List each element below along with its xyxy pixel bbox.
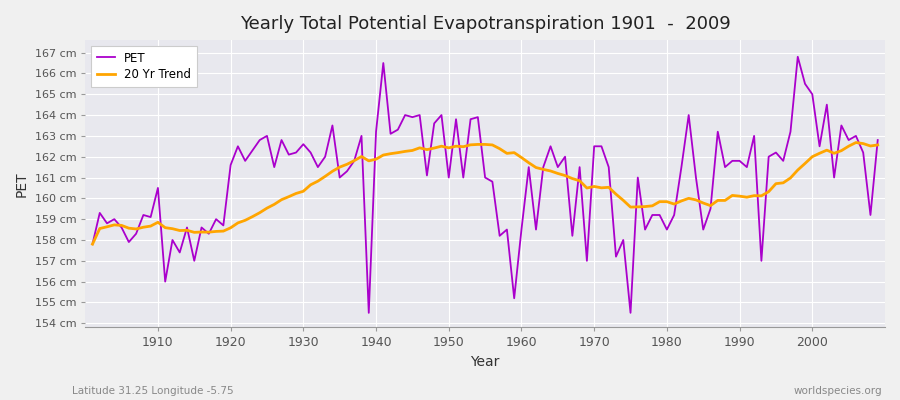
PET: [305, 150, 316, 155]
20 Yr Trend: [603, 185, 614, 190]
20 Yr Trend: [508, 150, 519, 155]
PET: [87, 242, 98, 246]
20 Yr Trend: [305, 182, 316, 187]
Title: Yearly Total Potential Evapotranspiration 1901  -  2009: Yearly Total Potential Evapotranspiratio…: [239, 15, 731, 33]
PET: [516, 227, 526, 232]
20 Yr Trend: [145, 224, 156, 228]
PET: [523, 165, 534, 170]
Text: Latitude 31.25 Longitude -5.75: Latitude 31.25 Longitude -5.75: [72, 386, 234, 396]
20 Yr Trend: [850, 140, 861, 145]
Line: PET: PET: [93, 57, 878, 313]
PET: [610, 254, 621, 259]
Line: 20 Yr Trend: 20 Yr Trend: [93, 142, 878, 244]
20 Yr Trend: [87, 242, 98, 246]
Text: worldspecies.org: worldspecies.org: [794, 386, 882, 396]
PET: [792, 54, 803, 59]
X-axis label: Year: Year: [471, 355, 500, 369]
PET: [872, 138, 883, 142]
20 Yr Trend: [872, 142, 883, 147]
20 Yr Trend: [349, 158, 360, 163]
Y-axis label: PET: PET: [15, 171, 29, 196]
PET: [364, 310, 374, 315]
PET: [145, 215, 156, 220]
20 Yr Trend: [516, 155, 526, 160]
Legend: PET, 20 Yr Trend: PET, 20 Yr Trend: [91, 46, 197, 87]
PET: [349, 158, 360, 163]
